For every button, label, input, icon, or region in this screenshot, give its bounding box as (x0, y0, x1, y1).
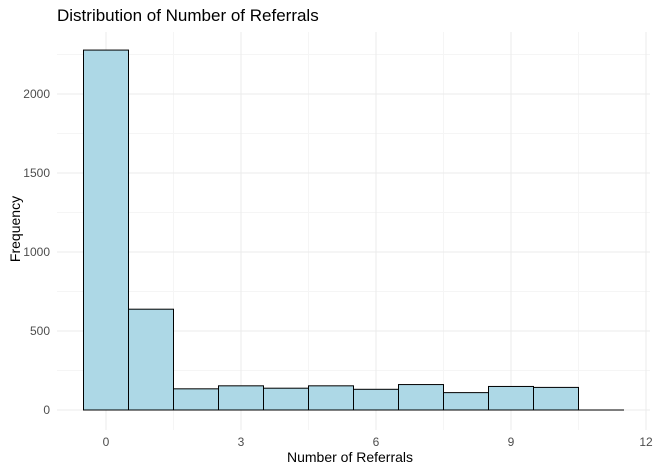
histogram-bars (83, 49, 624, 411)
y-tick-label: 1000 (23, 245, 50, 259)
histogram-bar (488, 385, 534, 411)
y-tick-label: 2000 (23, 87, 50, 101)
y-tick-label: 500 (30, 324, 50, 338)
x-tick-label: 12 (639, 435, 653, 449)
y-axis-ticks: 0 500 1000 1500 2000 (23, 87, 50, 417)
histogram-bar (173, 388, 219, 411)
x-axis-ticks: 0 3 6 9 12 (103, 435, 653, 449)
x-tick-label: 3 (238, 435, 245, 449)
x-tick-label: 9 (508, 435, 515, 449)
histogram-bar (533, 386, 579, 411)
histogram-bar (263, 387, 309, 411)
histogram-bar (218, 385, 264, 411)
histogram-bar (353, 388, 399, 411)
minor-grid (57, 32, 650, 430)
y-tick-label: 0 (43, 403, 50, 417)
y-tick-label: 1500 (23, 166, 50, 180)
histogram-bar (128, 308, 174, 411)
histogram-bar (308, 385, 354, 411)
histogram-bar (398, 384, 444, 411)
x-tick-label: 6 (373, 435, 380, 449)
histogram-bar (83, 49, 129, 411)
chart-title: Distribution of Number of Referrals (57, 6, 319, 25)
x-axis-label: Number of Referrals (286, 449, 414, 465)
x-tick-label: 0 (103, 435, 110, 449)
histogram-bar (443, 392, 489, 411)
